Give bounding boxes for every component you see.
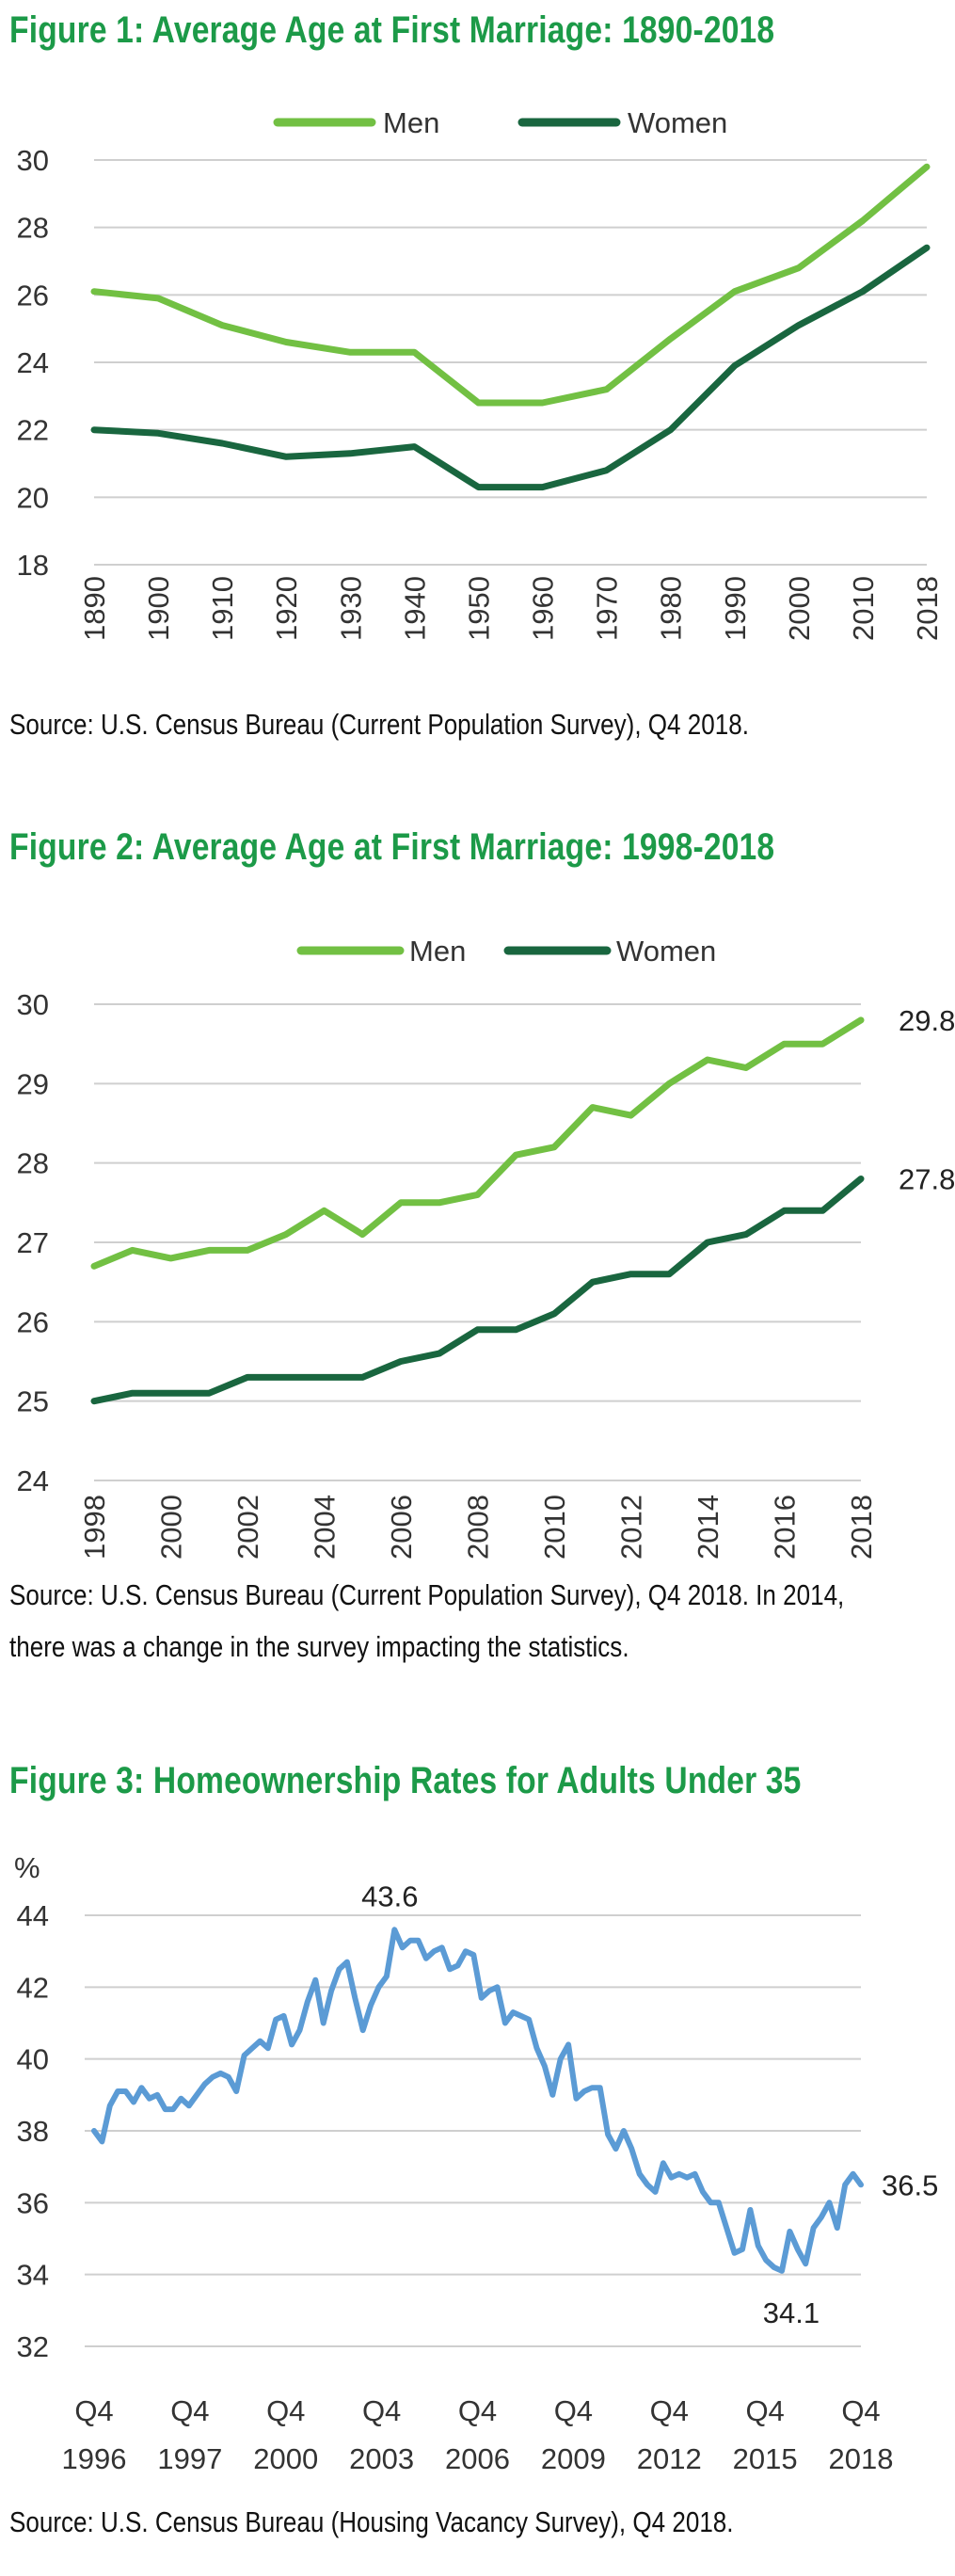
x-tick-label: 1890 xyxy=(78,576,111,641)
y-tick-label: 30 xyxy=(17,144,49,177)
y-tick-label: 32 xyxy=(17,2330,49,2363)
end-value-label-men: 29.8 xyxy=(899,1004,955,1037)
x-tick-quarter: Q4 xyxy=(266,2394,305,2427)
x-tick-quarter: Q4 xyxy=(74,2394,113,2427)
legend-label-women: Women xyxy=(628,106,727,139)
y-tick-label: 29 xyxy=(17,1067,49,1100)
x-tick-quarter: Q4 xyxy=(554,2394,593,2427)
x-tick-label: 2012 xyxy=(615,1495,648,1560)
figure-1-source: Source: U.S. Census Bureau (Current Popu… xyxy=(9,708,749,741)
y-tick-label: 20 xyxy=(17,481,49,514)
x-tick-year: 2003 xyxy=(349,2442,414,2475)
x-tick-label: 2002 xyxy=(231,1495,264,1560)
y-tick-label: 30 xyxy=(17,988,49,1021)
x-tick-label: 2010 xyxy=(847,576,880,641)
y-tick-label: 40 xyxy=(17,2043,49,2076)
series-line-women xyxy=(90,1176,865,1405)
y-tick-label: 42 xyxy=(17,1971,49,2004)
figure-1-title: Figure 1: Average Age at First Marriage:… xyxy=(9,9,775,51)
y-tick-label: 27 xyxy=(17,1226,49,1259)
y-tick-label: 36 xyxy=(17,2186,49,2219)
x-tick-year: 1997 xyxy=(157,2442,222,2475)
y-tick-label: 24 xyxy=(17,346,49,379)
series-line-men xyxy=(90,163,931,407)
y-tick-label: 26 xyxy=(17,1305,49,1338)
x-tick-label: 2008 xyxy=(462,1495,495,1560)
x-tick-label: 1980 xyxy=(655,576,688,641)
y-tick-label: 24 xyxy=(17,1464,49,1497)
legend-label-men: Men xyxy=(383,106,439,139)
figure-3-title: Figure 3: Homeownership Rates for Adults… xyxy=(9,1760,802,1801)
x-tick-label: 1930 xyxy=(334,576,367,641)
x-tick-label: 2000 xyxy=(783,576,816,641)
max-value-label: 43.6 xyxy=(361,1880,418,1912)
end-value-label: 36.5 xyxy=(882,2168,938,2201)
x-tick-label: 1940 xyxy=(398,576,431,641)
x-tick-label: 1900 xyxy=(142,576,175,641)
x-tick-label: 1920 xyxy=(270,576,303,641)
figure-3-source: Source: U.S. Census Bureau (Housing Vaca… xyxy=(9,2505,734,2538)
min-value-label: 34.1 xyxy=(763,2296,820,2329)
x-tick-quarter: Q4 xyxy=(745,2394,784,2427)
x-tick-quarter: Q4 xyxy=(362,2394,401,2427)
x-tick-quarter: Q4 xyxy=(170,2394,209,2427)
x-tick-label: 2010 xyxy=(538,1495,571,1560)
x-tick-label: 2016 xyxy=(769,1495,802,1560)
legend-label-men: Men xyxy=(409,935,466,968)
y-tick-label: 25 xyxy=(17,1385,49,1418)
x-tick-label: 2000 xyxy=(155,1495,188,1560)
x-tick-year: 2000 xyxy=(253,2442,318,2475)
x-tick-year: 2015 xyxy=(733,2442,798,2475)
x-tick-label: 1960 xyxy=(527,576,560,641)
x-tick-year: 2006 xyxy=(445,2442,510,2475)
x-tick-label: 1950 xyxy=(462,576,495,641)
x-tick-quarter: Q4 xyxy=(841,2394,880,2427)
y-unit-label: % xyxy=(14,1851,40,1884)
figure-1-chart: 18 20 22 24 26 28 30 1890 1900 1910 1920 1930 1940 19… xyxy=(17,106,944,641)
x-tick-year: 2009 xyxy=(541,2442,606,2475)
end-value-label-women: 27.8 xyxy=(899,1163,955,1196)
x-tick-label: 1910 xyxy=(206,576,239,641)
y-tick-label: 34 xyxy=(17,2259,49,2292)
x-tick-label: 2006 xyxy=(385,1495,418,1560)
figure-2-chart: 24 25 26 27 28 29 30 1998 2000 2002 2004 2006 2008 20… xyxy=(17,935,955,1560)
series-line xyxy=(91,1927,864,2274)
y-tick-label: 28 xyxy=(17,212,49,245)
x-tick-label: 2004 xyxy=(309,1495,342,1560)
x-tick-label: 1970 xyxy=(591,576,624,641)
figure-2-title: Figure 2: Average Age at First Marriage:… xyxy=(9,826,775,868)
x-tick-label: 1998 xyxy=(78,1495,111,1560)
figure-2-source-line-2: there was a change in the survey impacti… xyxy=(9,1630,629,1663)
y-tick-label: 22 xyxy=(17,414,49,447)
y-tick-label: 28 xyxy=(17,1147,49,1180)
y-tick-label: 26 xyxy=(17,279,49,312)
y-tick-label: 18 xyxy=(17,549,49,582)
x-tick-quarter: Q4 xyxy=(458,2394,497,2427)
x-tick-label: 2018 xyxy=(911,576,944,641)
x-tick-year: 2012 xyxy=(637,2442,702,2475)
y-tick-label: 38 xyxy=(17,2115,49,2148)
x-tick-quarter: Q4 xyxy=(650,2394,689,2427)
y-tick-label: 44 xyxy=(17,1899,49,1932)
x-tick-year: 2018 xyxy=(829,2442,894,2475)
x-tick-label: 2018 xyxy=(845,1495,878,1560)
figure-2-source-line-1: Source: U.S. Census Bureau (Current Popu… xyxy=(9,1578,845,1611)
x-tick-label: 2014 xyxy=(692,1495,724,1560)
series-line-men xyxy=(90,1016,865,1270)
x-tick-label: 1990 xyxy=(719,576,752,641)
x-tick-year: 1996 xyxy=(62,2442,127,2475)
legend-label-women: Women xyxy=(616,935,716,968)
series-line-women xyxy=(90,244,931,491)
